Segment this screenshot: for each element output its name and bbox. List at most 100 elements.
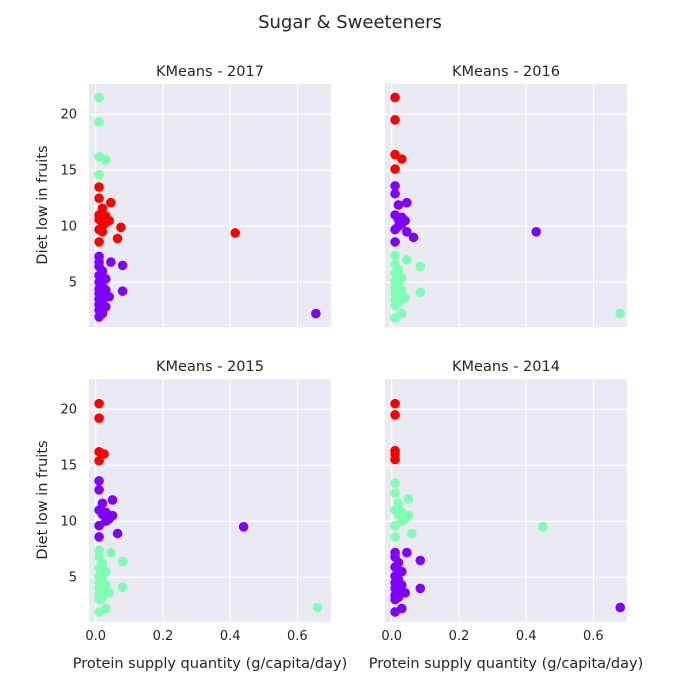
data-point xyxy=(615,602,626,613)
data-point xyxy=(94,398,104,409)
data-point xyxy=(415,261,426,272)
panel-title: KMeans - 2016 xyxy=(452,64,560,80)
chart-title: Sugar & Sweeteners xyxy=(258,12,442,33)
y-tick-label: 5 xyxy=(69,571,77,586)
x-axis-label-left: Protein supply quantity (g/capita/day) xyxy=(73,656,348,672)
y-axis-label-top: Diet low in fruits xyxy=(35,145,51,264)
x-tick-label: 0.0 xyxy=(85,629,106,644)
data-point xyxy=(112,233,123,244)
data-point xyxy=(94,413,104,423)
data-point xyxy=(538,522,548,532)
data-point xyxy=(97,227,108,237)
data-point xyxy=(407,528,417,539)
data-point xyxy=(397,154,407,164)
data-point xyxy=(94,607,104,617)
data-point xyxy=(415,583,426,594)
data-point xyxy=(94,92,104,103)
plot-background xyxy=(385,379,627,622)
data-point xyxy=(94,476,104,486)
y-tick-label: 10 xyxy=(60,515,77,530)
data-point xyxy=(94,455,104,466)
y-tick-label: 20 xyxy=(60,108,77,123)
data-point xyxy=(615,308,626,319)
data-point xyxy=(402,197,412,208)
panel-2014: KMeans - 2014 0.0 0.2 0.4 0.6 xyxy=(381,359,627,644)
data-point xyxy=(94,237,104,247)
panel-2017: KMeans - 2017 5 10 15 20 xyxy=(60,64,331,327)
data-point xyxy=(390,250,400,261)
data-point xyxy=(390,520,400,531)
data-point xyxy=(117,582,128,593)
data-point xyxy=(403,494,414,504)
data-point xyxy=(390,300,400,311)
plot-background xyxy=(89,84,331,327)
data-point xyxy=(107,495,118,505)
data-point xyxy=(390,454,400,465)
x-tick-label: 0.4 xyxy=(516,629,537,644)
data-point xyxy=(390,410,400,420)
data-point xyxy=(94,545,104,556)
y-tick-label: 15 xyxy=(60,459,77,474)
data-point xyxy=(390,115,400,125)
data-point xyxy=(390,594,400,605)
data-point xyxy=(117,556,128,567)
data-point xyxy=(94,193,104,204)
data-point xyxy=(390,181,400,191)
y-tick-label: 10 xyxy=(60,220,77,235)
data-point xyxy=(390,237,400,247)
data-point xyxy=(94,182,104,192)
x-tick-label: 0.6 xyxy=(287,629,308,644)
data-point xyxy=(390,478,400,488)
data-point xyxy=(390,188,400,199)
data-point xyxy=(230,228,241,238)
panel-title: KMeans - 2015 xyxy=(156,359,264,375)
x-tick-label: 0.0 xyxy=(381,629,402,644)
data-point xyxy=(415,287,426,298)
x-axis-label-right: Protein supply quantity (g/capita/day) xyxy=(369,656,644,672)
panel-2016: KMeans - 2016 xyxy=(385,64,627,327)
x-tick-label: 0.6 xyxy=(583,629,604,644)
data-point xyxy=(390,92,400,103)
data-point xyxy=(390,224,400,235)
y-tick-label: 5 xyxy=(69,276,77,291)
data-point xyxy=(101,155,111,165)
data-point xyxy=(94,594,104,605)
data-point xyxy=(106,197,116,208)
data-point xyxy=(312,602,323,613)
y-tick-label: 15 xyxy=(60,164,77,179)
data-point xyxy=(390,313,400,323)
data-point xyxy=(112,528,123,539)
data-point xyxy=(94,117,104,127)
data-point xyxy=(94,485,104,495)
data-point xyxy=(106,257,116,267)
plot-background xyxy=(89,379,331,622)
data-point xyxy=(97,308,108,319)
data-point xyxy=(402,227,412,237)
data-point xyxy=(390,164,400,174)
data-point xyxy=(99,449,109,459)
y-tick-label: 20 xyxy=(60,403,77,418)
data-point xyxy=(94,520,104,531)
data-point xyxy=(117,260,128,271)
x-tick-label: 0.2 xyxy=(153,629,174,644)
data-point xyxy=(94,169,104,180)
data-point xyxy=(393,200,404,210)
data-point xyxy=(390,398,400,409)
data-point xyxy=(106,547,116,558)
data-point xyxy=(116,222,126,233)
y-axis-label-bottom: Diet low in fruits xyxy=(35,440,51,559)
data-point xyxy=(402,255,412,265)
plot-background xyxy=(385,84,627,327)
data-point xyxy=(94,532,104,542)
data-point xyxy=(238,522,249,532)
data-point xyxy=(390,607,400,617)
panel-2015: KMeans - 2015 0.0 0.2 0.4 0.6 5 10 15 20 xyxy=(60,359,331,644)
data-point xyxy=(117,286,128,296)
panel-title: KMeans - 2014 xyxy=(452,359,560,375)
data-point xyxy=(390,532,400,542)
data-point xyxy=(311,308,321,319)
panel-title: KMeans - 2017 xyxy=(156,64,264,80)
data-point xyxy=(402,547,412,558)
x-tick-label: 0.2 xyxy=(449,629,470,644)
